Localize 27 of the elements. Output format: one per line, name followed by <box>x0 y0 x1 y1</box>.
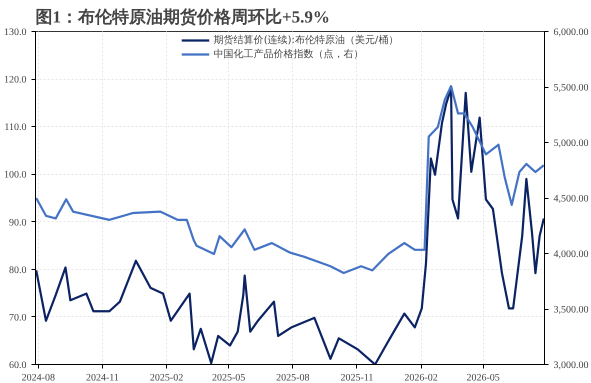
x-tick-label: 2025-02 <box>150 372 184 383</box>
x-tick-label: 2025-11 <box>340 372 374 383</box>
y-tick-label: 60.0 <box>9 360 26 371</box>
legend-label: 中国化工产品价格指数（点，右） <box>214 48 364 61</box>
y2-tick-label: 4,000.00 <box>554 249 588 260</box>
y-tick-label: 110.0 <box>4 122 27 134</box>
y-tick-label: 130.0 <box>4 27 26 38</box>
x-tick-label: 2025-08 <box>276 372 310 383</box>
y-tick-label: 120.0 <box>4 74 26 86</box>
x-tick-label: 2025-05 <box>212 372 246 383</box>
y2-tick-label: 6,000.00 <box>554 27 588 38</box>
y-tick-label: 80.0 <box>9 264 26 276</box>
x-tick-label: 2026-05 <box>466 372 500 383</box>
y-tick-label: 100.0 <box>4 170 26 181</box>
y2-tick-label: 4,500.00 <box>554 194 588 204</box>
y-tick-label: 90.0 <box>9 217 26 228</box>
legend-label: 期货结算价(连续):布伦特原油（美元/桶） <box>214 34 398 47</box>
y2-tick-label: 5,500.00 <box>554 82 588 94</box>
line-series <box>36 85 544 274</box>
y2-tick-label: 3,000.00 <box>554 360 588 371</box>
y-tick-label: 70.0 <box>9 312 26 324</box>
x-tick-label: 2026-02 <box>404 372 438 383</box>
y2-tick-label: 5,000.00 <box>554 138 588 149</box>
x-tick-label: 2024-11 <box>86 372 119 383</box>
chart-title: 图1：布伦特原油期货价格周环比+5.9% <box>36 8 330 26</box>
x-tick-label: 2024-08 <box>22 372 55 383</box>
y2-tick-label: 3,500.00 <box>554 304 588 316</box>
